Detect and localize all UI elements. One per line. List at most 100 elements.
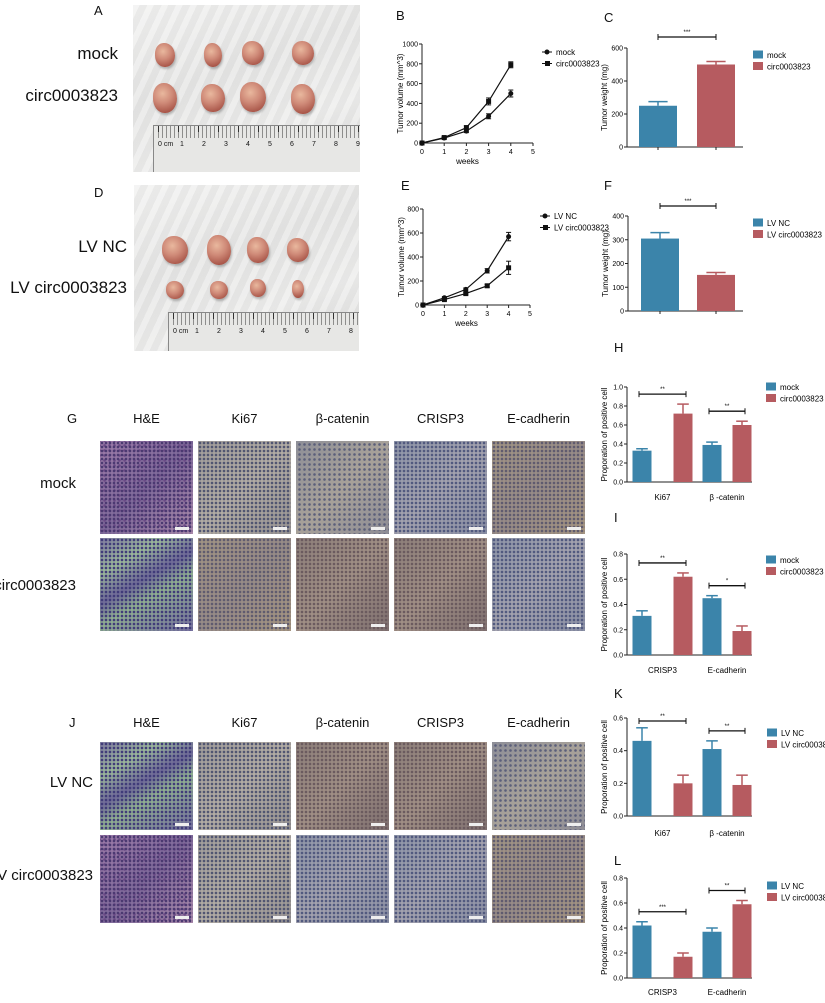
tumor-specimen bbox=[153, 83, 177, 113]
series-line-mock bbox=[421, 93, 512, 144]
y-tick-label: 600 bbox=[407, 231, 419, 238]
ruler-number: 2 bbox=[217, 328, 221, 335]
legend-swatch bbox=[766, 555, 776, 564]
legend-marker bbox=[543, 225, 548, 230]
data-point bbox=[508, 91, 514, 96]
y-tick-label: 200 bbox=[612, 261, 624, 268]
y-tick-label: 800 bbox=[407, 207, 419, 214]
column-header: E-cadherin bbox=[507, 411, 570, 426]
histology-image bbox=[296, 441, 389, 534]
data-point bbox=[508, 62, 514, 68]
y-axis-title: Proporation of positive cell bbox=[600, 881, 609, 975]
bar bbox=[639, 105, 677, 147]
data-point bbox=[506, 234, 512, 240]
legend-label: circ0003823 bbox=[780, 568, 824, 577]
legend-label: mock bbox=[767, 51, 787, 60]
histology-image bbox=[100, 538, 193, 631]
histology-image bbox=[492, 835, 585, 923]
legend-swatch bbox=[767, 881, 777, 890]
histology-image bbox=[394, 835, 487, 923]
significance-label: ** bbox=[725, 724, 730, 730]
legend-label: LV circ0003823 bbox=[781, 894, 825, 903]
y-tick-label: 400 bbox=[406, 101, 418, 108]
legend-label: mock bbox=[556, 48, 576, 57]
column-header: CRISP3 bbox=[417, 411, 464, 426]
bar bbox=[632, 740, 652, 816]
panel-label-d: D bbox=[94, 185, 104, 200]
tumor-specimen bbox=[207, 235, 231, 265]
tumor-specimen bbox=[250, 279, 266, 297]
tumor-specimen bbox=[166, 281, 184, 299]
legend-label: LV NC bbox=[781, 882, 804, 891]
y-tick-label: 100 bbox=[612, 285, 624, 292]
histology-image bbox=[198, 835, 291, 923]
bar bbox=[673, 783, 693, 816]
bar bbox=[632, 925, 652, 978]
column-header: H&E bbox=[133, 411, 160, 426]
significance-label: *** bbox=[659, 905, 667, 911]
legend-swatch bbox=[753, 218, 763, 227]
ruler-number: 6 bbox=[290, 141, 294, 148]
legend-label: LV NC bbox=[554, 212, 577, 221]
histology-image bbox=[394, 441, 487, 534]
legend-label: LV circ0003823 bbox=[781, 741, 825, 750]
ruler-number: 0 cm bbox=[158, 141, 174, 148]
legend-marker bbox=[545, 61, 550, 66]
legend-label: mock bbox=[780, 556, 800, 565]
bar bbox=[632, 615, 652, 655]
bar bbox=[673, 576, 693, 655]
tumor-specimen bbox=[204, 43, 222, 67]
bar bbox=[673, 956, 693, 978]
x-tick-label: 5 bbox=[531, 149, 535, 156]
y-tick-label: 0.8 bbox=[613, 876, 623, 883]
ruler-number: 0 cm bbox=[173, 328, 189, 335]
bar bbox=[702, 598, 722, 655]
legend-label: LV NC bbox=[767, 219, 790, 228]
ruler-number: 2 bbox=[202, 141, 206, 148]
histology-image bbox=[100, 441, 193, 534]
x-tick-label: 2 bbox=[464, 149, 468, 156]
y-tick-label: 0.4 bbox=[613, 748, 623, 755]
tumor-specimen bbox=[210, 281, 228, 299]
legend-swatch bbox=[767, 893, 777, 901]
y-tick-label: 0.4 bbox=[613, 442, 623, 449]
bar bbox=[641, 238, 679, 311]
bar bbox=[632, 450, 652, 482]
x-tick-label: 3 bbox=[485, 311, 489, 318]
legend-marker bbox=[542, 213, 548, 219]
column-header: E-cadherin bbox=[507, 715, 570, 730]
panel-label-c: C bbox=[604, 10, 614, 25]
bar bbox=[732, 425, 752, 482]
y-tick-label: 0.8 bbox=[613, 552, 623, 559]
legend-swatch bbox=[753, 50, 763, 59]
y-axis-title: Tumor weight (mg) bbox=[600, 64, 609, 131]
panel-label-e: E bbox=[401, 178, 410, 193]
tumor-specimen bbox=[162, 236, 188, 264]
chart-c: 0 200 400 600 Tumor weight (mg) mock circ00038… bbox=[600, 30, 811, 152]
significance-label: ** bbox=[725, 884, 730, 890]
histology-image bbox=[492, 441, 585, 534]
x-tick-label: 4 bbox=[507, 311, 511, 318]
panel-label-a: A bbox=[94, 3, 103, 18]
legend-swatch bbox=[767, 728, 777, 737]
y-tick-label: 0.2 bbox=[613, 781, 623, 788]
ruler-number: 4 bbox=[246, 141, 250, 148]
bar bbox=[732, 904, 752, 978]
histology-image bbox=[198, 441, 291, 534]
y-tick-label: 400 bbox=[611, 79, 623, 86]
data-point bbox=[420, 302, 426, 308]
chart-b: 0 200 400 600 800 1000 Tumor volume (mm^3) mock… bbox=[396, 42, 600, 167]
histology-image bbox=[198, 742, 291, 830]
y-tick-label: 400 bbox=[612, 214, 624, 221]
legend-swatch bbox=[753, 230, 763, 238]
row-label: circ0003823 bbox=[0, 577, 76, 594]
x-axis-title: weeks bbox=[454, 319, 478, 328]
ruler: 0 cm 1 2 3 4 5 6 7 8 9 bbox=[153, 125, 360, 172]
row-label: mock bbox=[40, 475, 76, 492]
ruler-number: 5 bbox=[283, 328, 287, 335]
legend-label: LV circ0003823 bbox=[554, 224, 610, 233]
data-point bbox=[484, 268, 490, 274]
panel-label-h: H bbox=[614, 340, 624, 355]
y-tick-label: 0.0 bbox=[613, 653, 623, 660]
